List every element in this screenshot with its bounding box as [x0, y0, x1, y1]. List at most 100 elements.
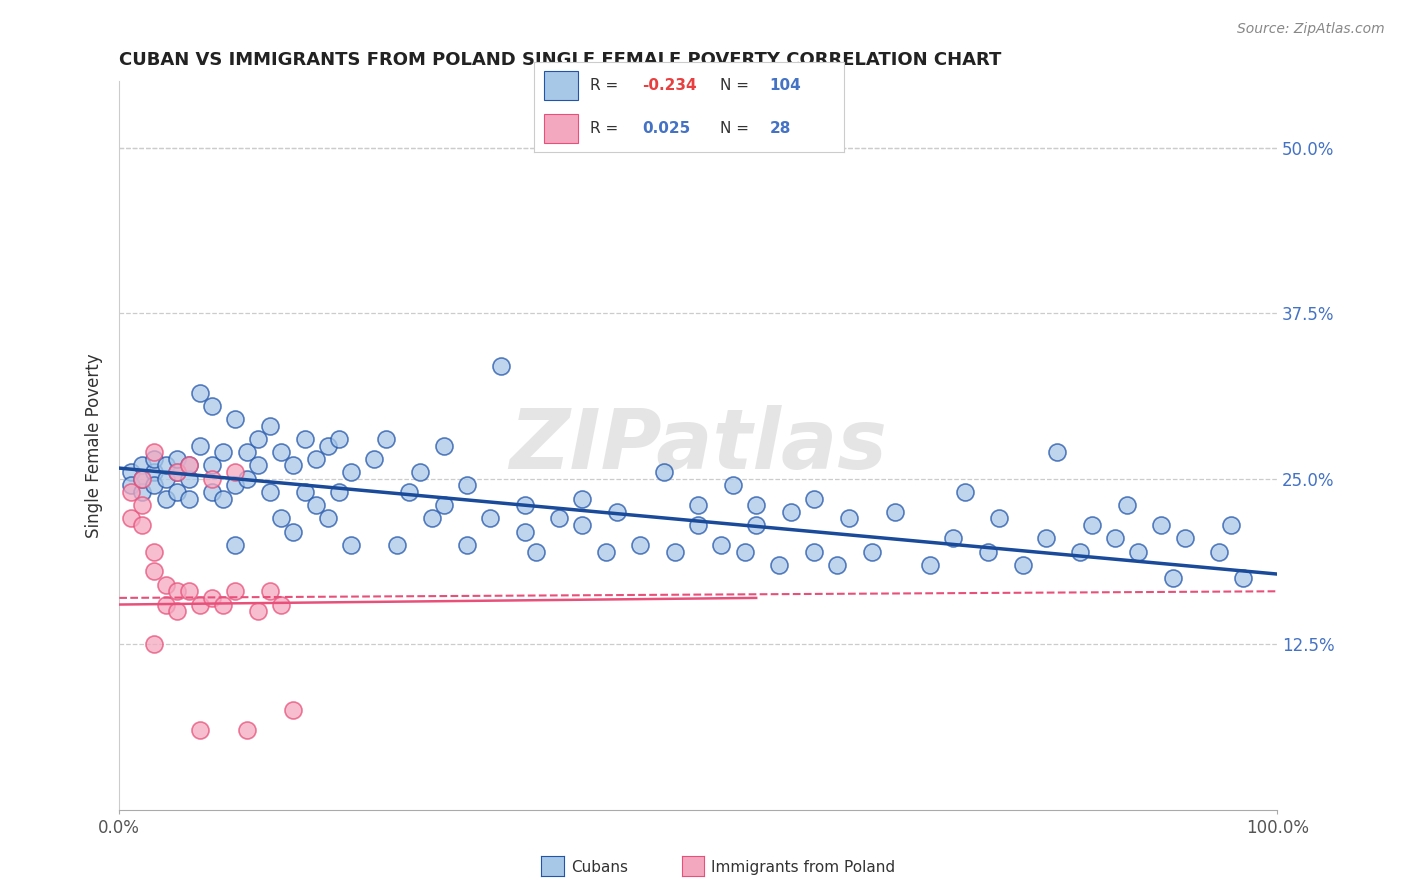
Point: [131, 472, 153, 486]
Point: [259, 418, 281, 433]
Point: [155, 458, 177, 473]
Point: [1150, 518, 1173, 533]
Point: [595, 544, 617, 558]
Point: [294, 432, 316, 446]
Point: [1069, 544, 1091, 558]
Point: [524, 544, 547, 558]
Point: [166, 465, 188, 479]
Point: [1104, 531, 1126, 545]
Bar: [544, 114, 578, 143]
Text: R =: R =: [591, 121, 623, 136]
Point: [120, 511, 142, 525]
Text: Source: ZipAtlas.com: Source: ZipAtlas.com: [1237, 22, 1385, 37]
Point: [143, 451, 166, 466]
Point: [188, 598, 211, 612]
Point: [131, 485, 153, 500]
Point: [628, 538, 651, 552]
Point: [224, 584, 246, 599]
Point: [131, 472, 153, 486]
Bar: [544, 71, 578, 100]
Point: [340, 538, 363, 552]
Point: [143, 445, 166, 459]
Point: [374, 432, 396, 446]
Point: [166, 465, 188, 479]
Point: [977, 544, 1000, 558]
Point: [259, 485, 281, 500]
Point: [155, 491, 177, 506]
Point: [1081, 518, 1104, 533]
Point: [838, 511, 860, 525]
Text: Cubans: Cubans: [571, 861, 628, 875]
Point: [664, 544, 686, 558]
Point: [212, 598, 235, 612]
Point: [155, 577, 177, 591]
Point: [247, 432, 270, 446]
Point: [710, 538, 733, 552]
Point: [120, 485, 142, 500]
Point: [478, 511, 501, 525]
Point: [385, 538, 408, 552]
Point: [247, 604, 270, 618]
Point: [571, 518, 593, 533]
Text: ZIPatlas: ZIPatlas: [509, 405, 887, 486]
Point: [328, 432, 350, 446]
Point: [513, 498, 536, 512]
Text: 104: 104: [769, 78, 801, 93]
Point: [224, 465, 246, 479]
Point: [884, 505, 907, 519]
Point: [143, 544, 166, 558]
Point: [177, 458, 200, 473]
Point: [120, 478, 142, 492]
Point: [1011, 558, 1033, 572]
Point: [212, 491, 235, 506]
Point: [235, 723, 257, 738]
Point: [235, 445, 257, 459]
Point: [513, 524, 536, 539]
Point: [1220, 518, 1243, 533]
Point: [606, 505, 628, 519]
Point: [363, 451, 385, 466]
Point: [201, 591, 224, 605]
Point: [780, 505, 803, 519]
Point: [305, 451, 328, 466]
Point: [420, 511, 443, 525]
Point: [259, 584, 281, 599]
Point: [456, 478, 478, 492]
Point: [745, 518, 768, 533]
Point: [1208, 544, 1230, 558]
Point: [294, 485, 316, 500]
Point: [409, 465, 432, 479]
Point: [398, 485, 420, 500]
Point: [188, 723, 211, 738]
Point: [688, 498, 710, 512]
Point: [143, 637, 166, 651]
Point: [235, 472, 257, 486]
Point: [571, 491, 593, 506]
Point: [166, 485, 188, 500]
Point: [201, 458, 224, 473]
Point: [143, 465, 166, 479]
Point: [224, 412, 246, 426]
Point: [953, 485, 976, 500]
Point: [768, 558, 790, 572]
Point: [247, 458, 270, 473]
Point: [432, 439, 454, 453]
Point: [721, 478, 744, 492]
Point: [942, 531, 965, 545]
Point: [120, 465, 142, 479]
Point: [143, 565, 166, 579]
Text: N =: N =: [720, 121, 754, 136]
Point: [201, 399, 224, 413]
Point: [1035, 531, 1057, 545]
Point: [131, 498, 153, 512]
Y-axis label: Single Female Poverty: Single Female Poverty: [86, 353, 103, 538]
Point: [281, 458, 304, 473]
Point: [188, 385, 211, 400]
Point: [328, 485, 350, 500]
Point: [131, 458, 153, 473]
Point: [652, 465, 675, 479]
Point: [1161, 571, 1184, 585]
Point: [1046, 445, 1069, 459]
Text: Immigrants from Poland: Immigrants from Poland: [711, 861, 896, 875]
Point: [1115, 498, 1137, 512]
